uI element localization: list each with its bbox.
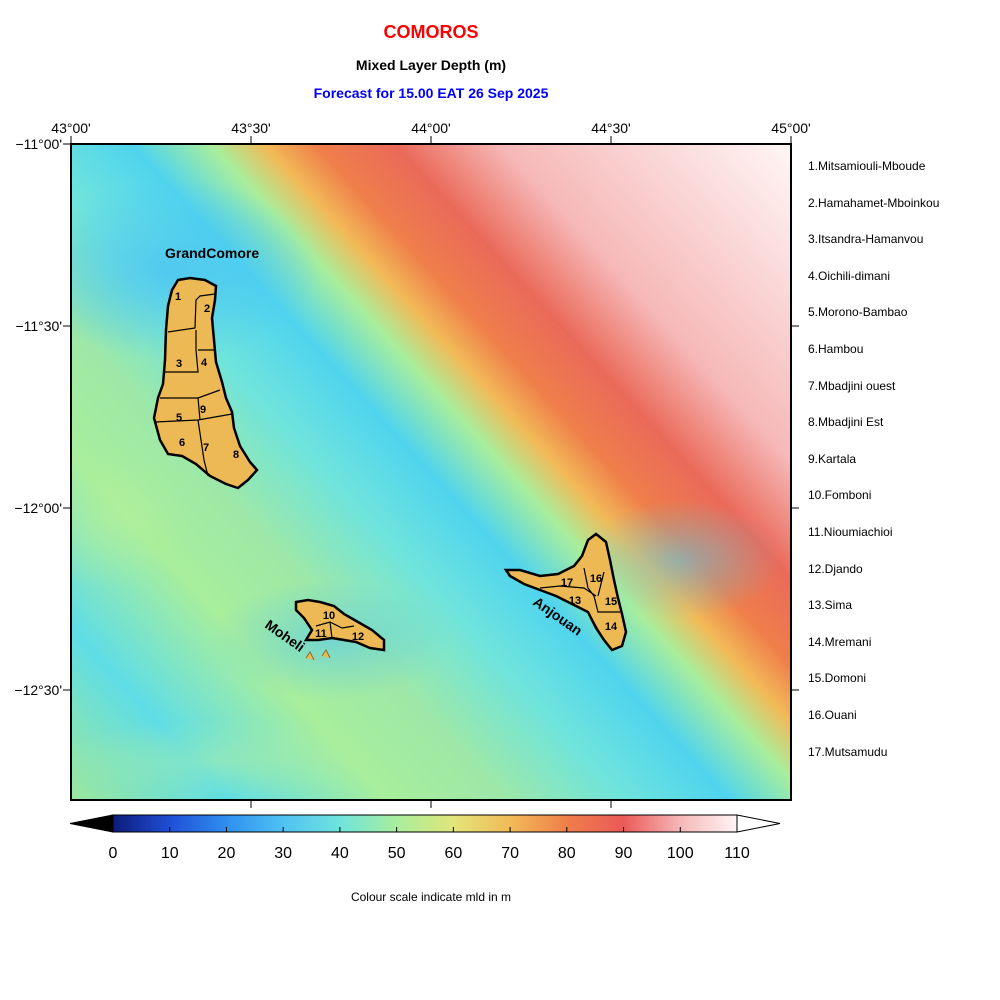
region-legend-item: 1.Mitsamiouli-Mboude (808, 159, 926, 173)
region-legend-item: 4.Oichili-dimani (808, 268, 891, 283)
region-legend-item: 16.Ouani (808, 707, 857, 722)
region-number: 8 (233, 449, 239, 461)
region-legend-item: 17.Mutsamudu (808, 744, 888, 759)
colorbar-segment (623, 815, 681, 832)
colorbar-tick-label: 90 (615, 845, 633, 862)
region-legend-item: 3.Itsandra-Hamanvou (808, 232, 924, 247)
region-number: 11 (315, 628, 327, 640)
colorbar-tick-label: 110 (724, 845, 750, 862)
colorbar-segment (339, 815, 398, 832)
region-number: 16 (590, 573, 602, 585)
region-legend-item: 2.Hamahamet-Mboinkou (808, 195, 940, 210)
lat-tick-label: −11°00' (15, 136, 62, 152)
region-legend-item: 15.Domoni (808, 671, 867, 686)
region-number: 17 (561, 577, 573, 589)
lat-tick-label: −11°30' (15, 318, 62, 334)
colorbar-segment (169, 815, 227, 832)
map-subtitle: Mixed Layer Depth (m) (356, 57, 506, 73)
region-number: 12 (352, 631, 364, 643)
mld-field (71, 144, 791, 800)
region-number: 15 (605, 596, 617, 608)
lat-tick-label: −12°00' (14, 500, 62, 516)
colorbar-tick-label: 70 (501, 845, 519, 862)
lon-tick-label: 43°00' (51, 120, 90, 136)
region-number: 7 (203, 442, 209, 454)
region-legend-item: 13.Sima (808, 598, 853, 613)
colorbar-tick-label: 40 (331, 845, 349, 862)
region-legend-item: 14.Mremani (808, 634, 872, 649)
region-legend-item: 9.Kartala (808, 451, 857, 466)
region-number: 3 (176, 358, 182, 370)
map-title: COMOROS (383, 22, 478, 42)
island-moheli (294, 598, 386, 661)
lon-tick-label: 44°30' (591, 120, 630, 136)
lat-tick-label: −12°30' (14, 682, 62, 698)
colorbar-tick-label: 100 (667, 845, 694, 862)
colorbar-segment (113, 815, 171, 832)
region-number: 14 (605, 621, 618, 633)
lon-axis: 43°00' 43°30' 44°00' 44°30' 45°00' (51, 120, 811, 808)
region-legend: 1.Mitsamiouli-Mboude 2.Hamahamet-Mboinko… (808, 158, 998, 780)
lat-axis: −11°00' −11°30' −12°00' −12°30' (14, 136, 799, 698)
region-legend-item: 6.Hambou (808, 341, 864, 356)
region-number: 10 (323, 610, 335, 622)
colorbar-segment (226, 815, 284, 832)
colorbar-segment (453, 815, 511, 832)
region-number: 13 (569, 595, 581, 607)
region-legend-item: 12.Djando (808, 561, 863, 576)
island-anjouan (503, 532, 628, 652)
region-legend-item: 8.Mbadjini Est (808, 415, 884, 430)
lon-tick-label: 44°00' (411, 120, 450, 136)
colorbar-caption: Colour scale indicate mld in m (350, 890, 512, 904)
colorbar-tick-label: 0 (109, 845, 118, 862)
region-legend-item: 5.Morono-Bambao (808, 305, 908, 320)
region-legend-item: 10.Fomboni (808, 488, 872, 503)
island-grande-comore (152, 276, 259, 490)
colorbar-segment (510, 815, 568, 832)
region-number: 4 (201, 357, 208, 369)
region-number: 2 (204, 303, 210, 315)
island-label-grandcomore: GrandComore (165, 245, 259, 261)
region-number: 9 (200, 404, 206, 416)
colorbar-tick-label: 10 (161, 845, 179, 862)
region-number: 5 (176, 412, 182, 424)
lon-tick-label: 45°00' (771, 120, 810, 136)
region-number: 1 (175, 291, 181, 303)
forecast-time: Forecast for 15.00 EAT 26 Sep 2025 (314, 85, 549, 101)
colorbar-segment (396, 815, 454, 832)
colorbar-segment (566, 815, 625, 832)
region-legend-item: 11.Nioumiachioi (808, 524, 893, 539)
lon-tick-label: 43°30' (231, 120, 270, 136)
region-number: 6 (179, 437, 185, 449)
colorbar-tick-label: 50 (388, 845, 406, 862)
colorbar-segment (283, 815, 341, 832)
colorbar-tick-label: 30 (274, 845, 292, 862)
colorbar: 0 10 20 30 40 50 60 70 80 90 100 110 (69, 814, 781, 862)
colorbar-tick-label: 60 (444, 845, 462, 862)
colorbar-tick-label: 80 (558, 845, 576, 862)
region-legend-item: 7.Mbadjini ouest (808, 378, 896, 393)
colorbar-segment (680, 815, 738, 832)
colorbar-tick-label: 20 (218, 845, 236, 862)
